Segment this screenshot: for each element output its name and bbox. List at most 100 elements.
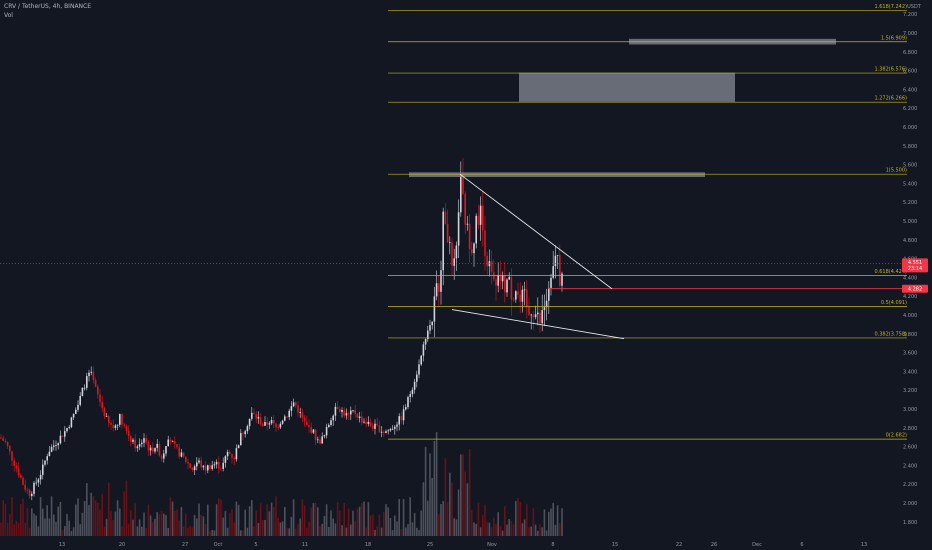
volume-bar	[138, 519, 141, 536]
volume-bar	[196, 518, 198, 536]
candle-body	[460, 173, 462, 213]
volume-bar	[28, 527, 31, 536]
volume-bar	[521, 523, 524, 536]
volume-bar	[409, 497, 411, 536]
volume-bar	[31, 508, 33, 536]
candle-body	[176, 444, 178, 448]
candle-body	[202, 465, 205, 468]
candle-body	[226, 451, 229, 457]
volume-bar	[321, 523, 323, 536]
volume-bar	[552, 502, 554, 536]
volume-bar	[182, 526, 185, 536]
candle-body	[541, 310, 543, 324]
volume-bar	[325, 504, 328, 536]
candle-body	[46, 456, 48, 461]
candle-body	[548, 287, 550, 301]
candle-body	[103, 408, 106, 417]
volume-bar	[451, 482, 453, 536]
candle-body	[209, 465, 211, 469]
volume-bar	[471, 510, 473, 536]
volume-bar	[515, 501, 517, 536]
candle-body	[495, 279, 497, 286]
candle-body	[110, 422, 112, 425]
volume-bar	[174, 511, 176, 536]
x-tick-label: 11	[302, 542, 308, 548]
volume-bar	[187, 527, 189, 536]
candle-body	[233, 457, 235, 460]
candle-body	[435, 283, 438, 297]
candle-body	[407, 396, 409, 408]
volume-bar	[490, 527, 493, 536]
x-tick-label: 13	[861, 542, 867, 548]
volume-bar	[284, 506, 286, 536]
candle-body	[112, 424, 114, 428]
candle-body	[79, 395, 81, 405]
volume-bar	[4, 503, 7, 536]
candle-body	[48, 451, 51, 457]
candle-body	[336, 406, 339, 409]
candle-body	[446, 224, 449, 243]
candle-body	[440, 270, 442, 292]
candle-body	[528, 306, 530, 315]
x-tick-label: Oct	[214, 542, 223, 548]
candle-body	[537, 312, 539, 315]
candle-body	[433, 296, 436, 322]
candle-body	[501, 275, 504, 282]
candle-body	[413, 381, 416, 390]
candle-body	[75, 409, 77, 414]
volume-bar	[292, 499, 295, 536]
volume-bar	[444, 458, 447, 536]
candle-body	[204, 465, 207, 471]
volume-bar	[376, 526, 378, 536]
target-zone[interactable]	[519, 72, 735, 102]
volume-bar	[277, 517, 279, 536]
target-zone[interactable]	[409, 172, 705, 178]
trendline-upper[interactable]	[459, 173, 613, 290]
candle-body	[310, 426, 312, 433]
candle-body	[490, 261, 493, 273]
candle-body	[482, 205, 484, 231]
y-tick-label: 2.600	[903, 445, 917, 451]
candle-body	[6, 441, 9, 446]
volume-bar	[171, 501, 174, 536]
candle-body	[178, 447, 180, 457]
x-tick-label: 15	[612, 542, 618, 548]
volume-bar	[176, 509, 178, 536]
volume-bar	[145, 527, 147, 536]
volume-bar	[332, 518, 334, 536]
volume-bar	[99, 509, 101, 536]
candle-body	[244, 431, 246, 435]
candle-body	[200, 460, 202, 468]
volume-bar	[372, 514, 374, 536]
volume-bar	[9, 513, 11, 536]
volume-bar	[299, 518, 301, 536]
candle-body	[468, 223, 471, 250]
candle-body	[378, 425, 381, 433]
y-tick-label: 6.600	[903, 69, 917, 75]
candle-body	[319, 439, 321, 444]
candle-body	[402, 409, 405, 421]
candle-body	[70, 417, 73, 428]
candle-body	[526, 289, 528, 307]
candle-body	[125, 425, 128, 431]
candle-body	[50, 446, 53, 452]
volume-bar	[479, 527, 482, 536]
volume-bar	[545, 530, 548, 536]
volume-bar	[523, 519, 526, 536]
volume-bar	[455, 519, 458, 536]
volume-bar	[407, 524, 409, 536]
volume-bar	[251, 500, 253, 536]
candle-body	[554, 255, 557, 267]
candle-body	[552, 266, 554, 278]
volume-bar	[495, 524, 497, 536]
volume-bar	[323, 515, 326, 536]
candle-body	[187, 461, 189, 464]
candle-body	[237, 445, 240, 449]
volume-bar	[83, 501, 86, 536]
volume-bar	[178, 520, 180, 536]
volume-bar	[354, 520, 356, 536]
trendline-lower[interactable]	[451, 309, 625, 340]
candle-body	[255, 414, 257, 419]
candle-body	[229, 451, 231, 454]
